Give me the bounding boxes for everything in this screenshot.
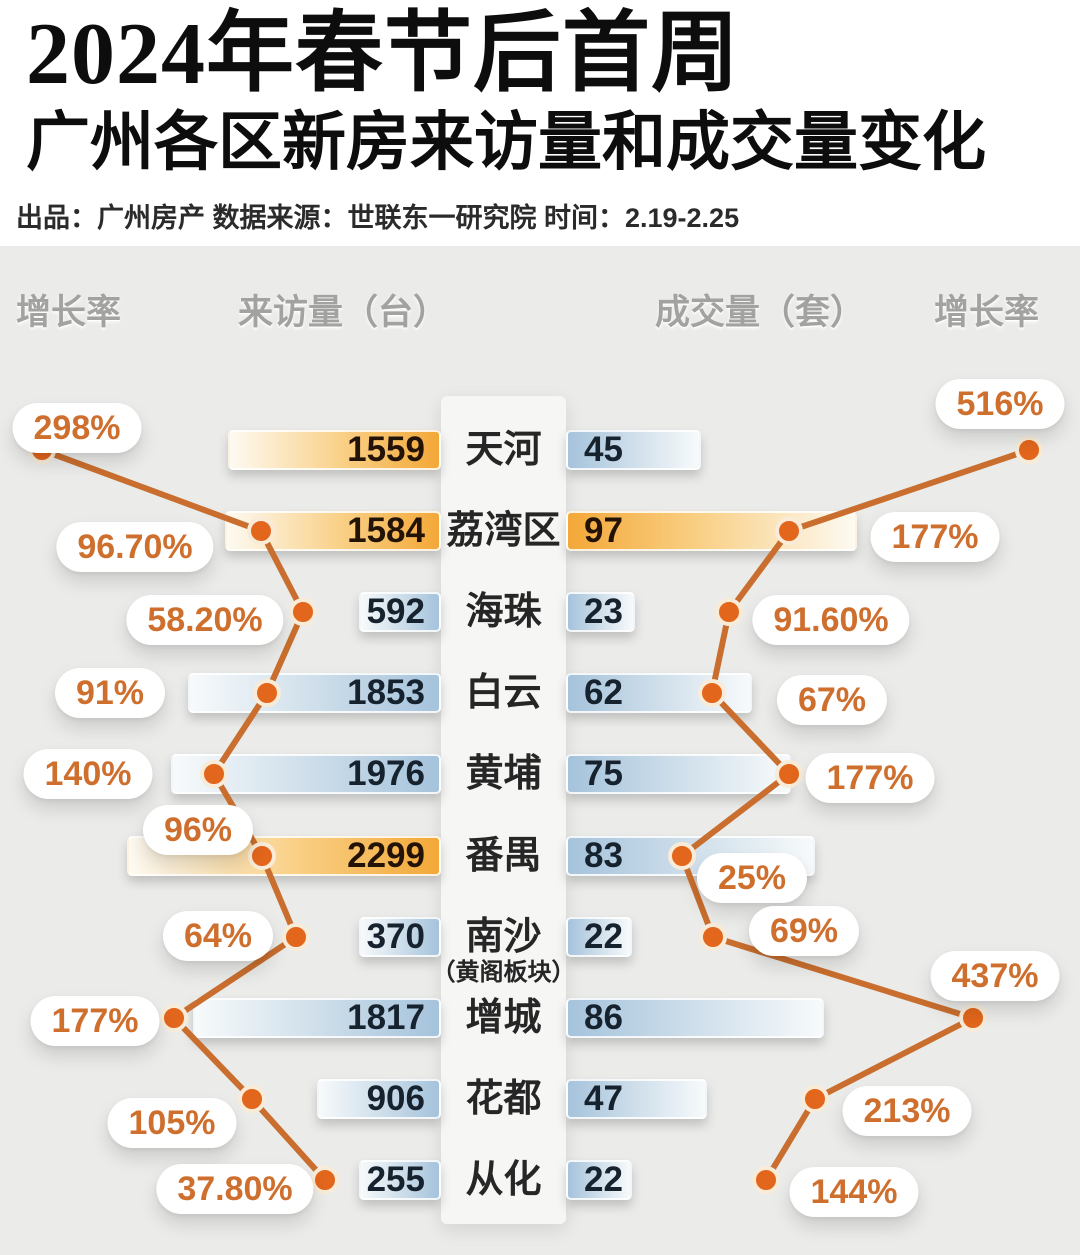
deals-bar: 23 [566,592,635,632]
deals-value: 97 [584,511,623,550]
visits-bar: 1853 [188,673,441,713]
district-label: 番禺 [465,835,542,877]
deals-bar: 97 [566,511,857,551]
deals-growth-pill: 516% [935,379,1065,429]
trend-dot [801,1085,829,1113]
visits-value: 1559 [347,430,425,469]
visits-growth-pill: 105% [107,1098,237,1148]
district-label: 天河 [465,429,542,471]
visits-bar: 1584 [225,511,441,551]
deals-growth-pill: 67% [776,675,888,725]
deals-value: 23 [584,592,623,631]
trend-dot [699,923,727,951]
district-label: 从化 [465,1159,542,1201]
deals-bar: 22 [566,917,632,957]
visits-growth-pill: 177% [30,996,160,1046]
deals-bar: 75 [566,754,791,794]
credits-line: 出品：广州房产 数据来源：世联东一研究院 时间：2.19-2.25 [16,203,740,233]
district-label: 南沙 [465,916,542,958]
trend-dot [238,1085,266,1113]
district-label: 增城 [465,997,542,1039]
deals-growth-pill: 437% [930,951,1060,1001]
column-header-deals: 成交量（套） [655,293,866,332]
deals-bar: 22 [566,1160,632,1200]
visits-growth-pill: 64% [162,911,274,961]
district-note: （黄阁板块） [431,959,576,986]
column-header-left-growth: 增长率 [16,293,122,332]
district-label: 白云 [465,672,542,714]
trend-dot [715,598,743,626]
trend-dot [1015,436,1043,464]
visits-value: 1817 [347,998,425,1037]
column-header-right-growth: 增长率 [934,293,1040,332]
deals-bar: 47 [566,1079,707,1119]
visits-growth-pill: 96% [142,805,254,855]
deals-growth-pill: 144% [789,1167,919,1217]
trend-dot [959,1004,987,1032]
deals-value: 22 [584,917,623,956]
visits-growth-pill: 298% [12,403,142,453]
visits-bar: 906 [317,1079,441,1119]
visits-growth-pill: 140% [23,749,153,799]
visits-bar: 1559 [228,430,441,470]
deals-growth-pill: 177% [870,512,1000,562]
deals-bar: 62 [566,673,752,713]
trend-dot [311,1166,339,1194]
deals-growth-pill: 69% [748,906,860,956]
deals-value: 86 [584,998,623,1037]
visits-value: 1853 [347,673,425,712]
visits-value: 370 [366,917,425,956]
deals-growth-pill: 177% [805,753,935,803]
deals-growth-pill: 91.60% [752,595,910,645]
visits-growth-pill: 58.20% [126,595,284,645]
deals-value: 22 [584,1160,623,1199]
district-label: 荔湾区 [446,510,561,552]
deals-growth-pill: 213% [842,1086,972,1136]
deals-bar: 45 [566,430,701,470]
deals-bar: 86 [566,998,824,1038]
district-label: 花都 [465,1078,542,1120]
deals-value: 83 [584,836,623,875]
visits-value: 592 [366,592,425,631]
deals-value: 45 [584,430,623,469]
visits-value: 1976 [347,754,425,793]
trend-dot [282,923,310,951]
deals-value: 75 [584,754,623,793]
visits-growth-pill: 96.70% [56,522,214,572]
visits-bar: 1817 [193,998,441,1038]
trend-dot [160,1004,188,1032]
visits-growth-pill: 91% [54,668,166,718]
visits-growth-pill: 37.80% [156,1164,314,1214]
district-label: 黄埔 [465,753,542,795]
visits-bar: 370 [359,917,441,957]
visits-bar: 1976 [171,754,441,794]
masthead: 2024年春节后首周 广州各区新房来访量和成交量变化 出品：广州房产 数据来源：… [0,0,1080,246]
visits-bar: 255 [359,1160,441,1200]
deals-value: 47 [584,1079,623,1118]
deals-value: 62 [584,673,623,712]
visits-bar: 592 [359,592,441,632]
page-subtitle: 广州各区新房来访量和成交量变化 [26,107,986,178]
page-title: 2024年春节后首周 [26,6,741,103]
district-label: 海珠 [465,591,542,633]
district-column [441,396,566,1224]
deals-growth-pill: 25% [696,853,808,903]
visits-value: 255 [366,1160,425,1199]
column-header-visits: 来访量（台） [238,293,449,332]
visits-value: 1584 [347,511,425,550]
visits-value: 2299 [347,836,425,875]
trend-dot [752,1166,780,1194]
trend-dot [289,598,317,626]
visits-value: 906 [366,1079,425,1118]
